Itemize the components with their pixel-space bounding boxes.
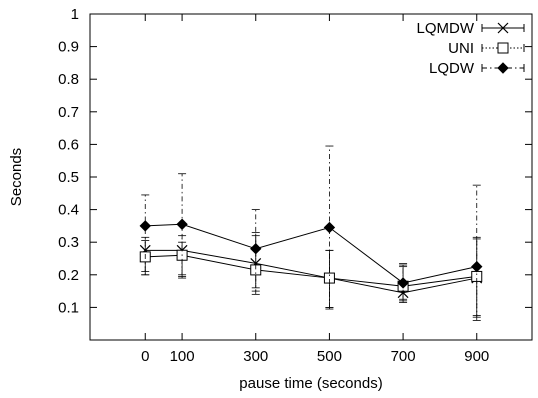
y-tick-label: 0.2 [58, 267, 79, 284]
series-lqdw [139, 145, 483, 321]
x-tick-label: 500 [317, 348, 342, 365]
y-tick-label: 0.1 [58, 299, 79, 316]
legend: LQMDW UNI LQDW [417, 20, 525, 77]
legend-label: UNI [448, 40, 474, 57]
series-line [145, 249, 477, 294]
x-tick-label: 100 [170, 348, 195, 365]
y-tick-label: 1 [71, 6, 79, 23]
legend-marker [497, 22, 509, 34]
y-tick-label: 0.6 [58, 136, 79, 153]
data-point-diamond [323, 221, 336, 234]
series-line [145, 223, 477, 284]
series-group [139, 145, 483, 321]
series-line [145, 254, 477, 287]
y-tick-label: 0.5 [58, 169, 79, 186]
x-tick-label: 900 [464, 348, 489, 365]
x-axis-title: pause time (seconds) [239, 375, 382, 392]
data-point-diamond [397, 277, 409, 289]
tick-group: 0.1 0.2 0.3 0.4 0.5 0.6 0.7 0.8 0.9 1 0 100 300 500 70… [58, 6, 532, 365]
legend-label: LQDW [429, 60, 475, 77]
y-tick-label: 0.3 [58, 234, 79, 251]
data-point-diamond [471, 260, 483, 273]
x-tick-label: 700 [391, 348, 416, 365]
legend-marker [497, 62, 509, 74]
x-tick-label: 0 [141, 348, 149, 365]
y-tick-label: 0.4 [58, 202, 79, 219]
data-point-diamond [250, 243, 262, 255]
data-point-diamond [176, 218, 188, 230]
y-tick-label: 0.8 [58, 71, 79, 88]
y-tick-label: 0.7 [58, 104, 79, 121]
y-axis-title: Seconds [8, 148, 25, 206]
y-tick-label: 0.9 [58, 39, 79, 56]
legend-label: LQMDW [417, 20, 475, 37]
legend-marker [497, 42, 509, 54]
x-tick-label: 300 [243, 348, 268, 365]
data-point-diamond [139, 220, 151, 232]
